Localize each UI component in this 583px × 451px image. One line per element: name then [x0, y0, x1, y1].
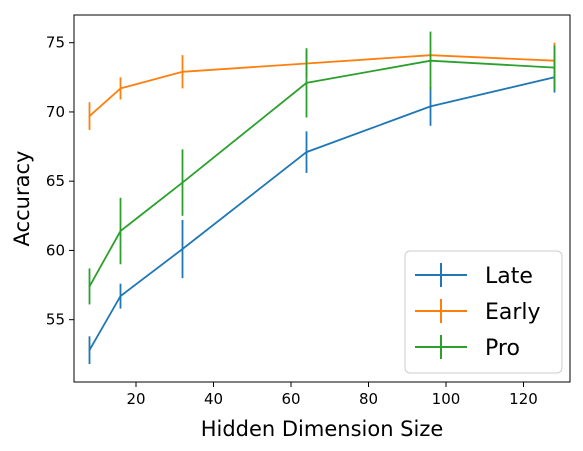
data-point-pro	[88, 285, 91, 288]
data-point-late	[305, 151, 308, 154]
series-line-pro	[88, 59, 555, 287]
x-tick-label: 80	[359, 390, 378, 408]
legend-item-early: Early	[415, 299, 541, 325]
data-point-early	[181, 70, 184, 73]
x-axis-label: Hidden Dimension Size	[201, 417, 444, 441]
data-point-pro	[429, 59, 432, 62]
x-tick-label: 40	[204, 390, 223, 408]
axis-ticks: 20 40 60 80 100 120 55 60 65 70 75	[46, 34, 538, 408]
x-tick-label: 20	[126, 390, 145, 408]
x-tick-label: 120	[509, 390, 538, 408]
y-tick-label: 75	[46, 34, 65, 52]
data-point-late	[429, 105, 432, 108]
legend-label: Pro	[485, 336, 520, 361]
legend-item-late: Late	[415, 263, 533, 289]
y-tick-label: 55	[46, 311, 65, 329]
plot-frame	[73, 14, 571, 383]
legend: Late Early Pro	[404, 250, 563, 374]
data-point-pro	[305, 81, 308, 84]
y-axis-label: Accuracy	[10, 151, 34, 247]
data-point-pro	[553, 66, 556, 69]
series-line-late	[88, 76, 555, 351]
x-tick-label: 100	[432, 390, 461, 408]
plot-area	[88, 31, 556, 364]
series-line-early	[88, 54, 555, 117]
legend-label: Late	[485, 264, 533, 289]
legend-box	[404, 250, 563, 374]
series-pro	[88, 31, 556, 305]
data-point-early	[119, 87, 122, 90]
y-tick-label: 70	[46, 103, 65, 121]
y-tick-label: 60	[46, 241, 65, 259]
y-tick-label: 65	[46, 172, 65, 190]
data-point-early	[88, 115, 91, 117]
data-point-late	[88, 349, 91, 352]
data-point-pro	[119, 230, 122, 232]
data-point-pro	[181, 181, 184, 184]
data-point-late	[181, 248, 184, 250]
legend-item-pro: Pro	[415, 335, 520, 361]
legend-label: Early	[485, 300, 541, 325]
x-tick-label: 60	[281, 390, 300, 408]
data-point-late	[119, 295, 122, 298]
